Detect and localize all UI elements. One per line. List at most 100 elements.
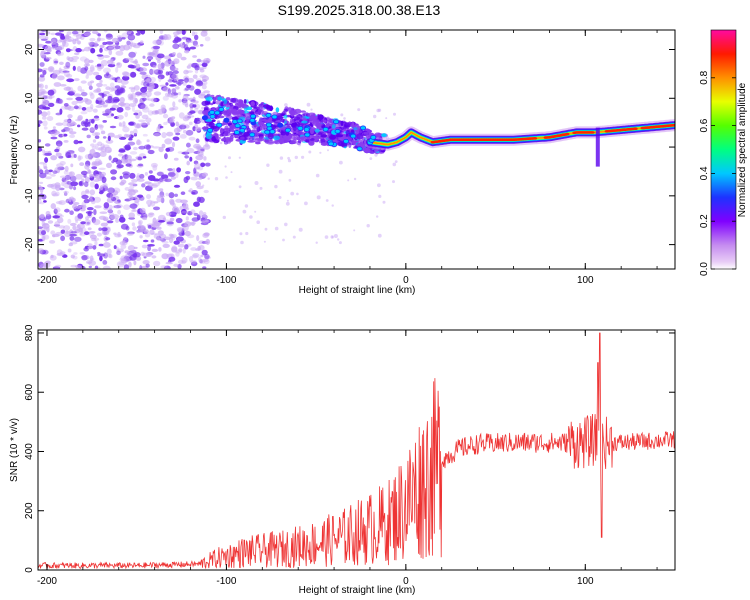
noise-blob: [175, 171, 179, 179]
noise-blob: [141, 114, 149, 120]
noise-blob: [167, 92, 175, 98]
noise-blob: [97, 65, 102, 72]
noise-blob: [149, 85, 154, 92]
noise-blob: [103, 252, 108, 259]
noise-blob: [171, 116, 176, 120]
noise-blob: [91, 166, 98, 170]
noise-blob: [77, 140, 83, 144]
noise-blob: [57, 143, 62, 147]
faint-dot: [207, 177, 210, 180]
noise-blob: [118, 216, 126, 223]
noise-blob: [118, 148, 126, 152]
noise-blob: [125, 256, 133, 262]
noise-blob: [76, 206, 82, 209]
noise-blob: [122, 154, 126, 160]
noise-blob: [102, 242, 111, 248]
noise-blob: [189, 103, 195, 109]
noise-blob: [197, 63, 202, 66]
cluster-blob: [292, 138, 297, 144]
noise-blob: [200, 148, 205, 152]
noise-blob: [191, 31, 195, 37]
noise-blob: [89, 173, 94, 178]
cluster-blob: [255, 141, 261, 145]
noise-blob: [63, 35, 72, 40]
faint-dot: [315, 241, 318, 244]
noise-blob: [50, 203, 56, 210]
cluster-blob: [320, 142, 328, 146]
cluster-blob: [283, 108, 288, 113]
noise-blob: [161, 174, 169, 180]
noise-blob: [129, 65, 137, 69]
noise-blob: [85, 216, 89, 221]
cluster-blob: [351, 141, 357, 144]
noise-blob: [189, 156, 193, 162]
noise-blob: [184, 49, 190, 54]
noise-blob: [62, 121, 69, 127]
noise-blob: [151, 50, 158, 58]
noise-blob: [52, 170, 58, 174]
noise-blob: [52, 234, 56, 238]
noise-blob: [176, 167, 182, 173]
x-tick-label: 0: [403, 576, 409, 587]
noise-blob: [38, 184, 42, 191]
noise-blob: [70, 222, 77, 227]
noise-blob: [152, 182, 160, 187]
noise-blob: [80, 170, 88, 176]
ridge-cell: [249, 117, 256, 123]
noise-blob: [75, 48, 82, 53]
noise-blob: [169, 107, 176, 111]
noise-blob: [133, 132, 137, 137]
noise-blob: [130, 71, 137, 78]
noise-blob: [108, 254, 113, 259]
noise-blob: [142, 260, 150, 265]
noise-blob: [128, 96, 134, 101]
noise-blob: [110, 176, 117, 181]
noise-blob: [160, 265, 168, 269]
noise-blob: [107, 135, 111, 142]
faint-dot: [331, 204, 334, 207]
noise-blob: [55, 32, 63, 36]
noise-blob: [135, 91, 142, 96]
noise-blob: [173, 127, 181, 134]
noise-blob: [84, 164, 90, 170]
noise-blob: [38, 196, 42, 201]
noise-blob: [127, 141, 136, 146]
ridge-cell: [265, 122, 272, 128]
noise-blob: [133, 260, 137, 266]
ridge-cell: [250, 113, 257, 119]
noise-blob: [192, 74, 198, 79]
noise-blob: [192, 253, 200, 258]
noise-blob: [116, 164, 124, 169]
noise-blob: [137, 156, 142, 161]
noise-blob: [108, 49, 113, 56]
noise-blob: [167, 58, 172, 64]
noise-blob: [156, 237, 163, 241]
noise-blob: [175, 80, 184, 85]
noise-blob: [157, 230, 164, 236]
noise-blob: [47, 130, 56, 135]
noise-blob: [81, 49, 85, 52]
faint-dot: [333, 234, 338, 238]
x-tick-label: 100: [577, 275, 594, 286]
noise-blob: [39, 213, 45, 219]
noise-blob: [179, 134, 187, 139]
noise-blob: [165, 192, 169, 197]
noise-blob: [84, 219, 92, 226]
noise-blob: [200, 217, 206, 222]
noise-blob: [45, 31, 51, 35]
ridge-cell: [208, 110, 215, 115]
noise-blob: [89, 66, 95, 73]
noise-blob: [166, 253, 173, 258]
noise-blob: [182, 116, 190, 122]
noise-blob: [129, 250, 136, 255]
noise-blob: [165, 71, 170, 76]
noise-blob: [194, 88, 202, 95]
noise-blob: [42, 70, 47, 75]
noise-blob: [72, 225, 77, 230]
noise-blob: [124, 111, 129, 118]
noise-blob: [194, 34, 199, 41]
noise-blob: [41, 149, 46, 153]
noise-blob: [69, 196, 74, 201]
noise-blob: [67, 218, 72, 224]
